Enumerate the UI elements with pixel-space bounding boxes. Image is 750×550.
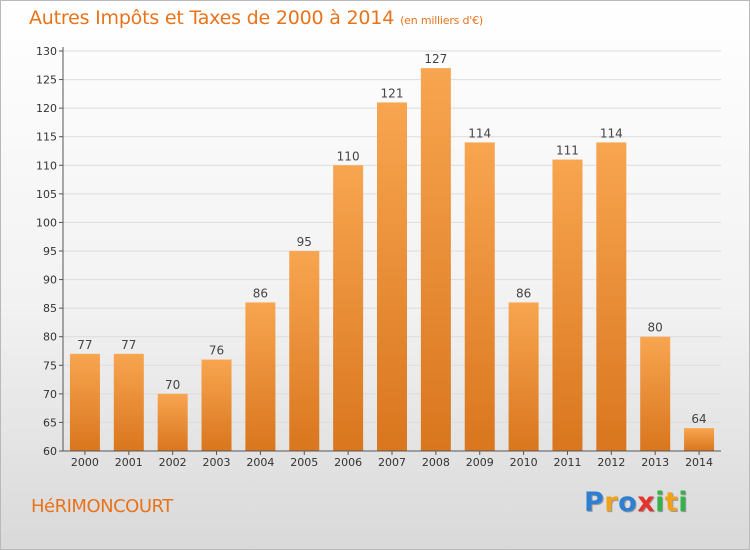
- data-label: 77: [77, 338, 92, 352]
- logo-letter: P: [584, 487, 605, 518]
- bar: [157, 393, 188, 451]
- x-tick-label: 2014: [685, 456, 713, 469]
- y-tick-label: 110: [36, 159, 57, 172]
- bar-layer: 77 77 70 76 86 95 110 121 127 114 86 111 114 80 64: [69, 52, 715, 452]
- bar: [596, 142, 627, 451]
- y-tick-label: 65: [43, 416, 57, 429]
- logo-letter: x: [637, 487, 656, 518]
- x-tick-label: 2003: [203, 456, 231, 469]
- x-tick-label: 2013: [641, 456, 669, 469]
- logo-letter: o: [618, 487, 638, 518]
- data-label: 127: [424, 52, 447, 66]
- y-tick-label: 120: [36, 102, 57, 115]
- y-tick-label: 130: [36, 45, 57, 58]
- bar: [552, 159, 583, 452]
- y-tick-label: 100: [36, 216, 57, 229]
- bar: [69, 353, 100, 451]
- town-name: HéRIMONCOURT: [31, 496, 173, 517]
- y-tick-label: 115: [36, 131, 57, 144]
- x-tick-label: 2008: [422, 456, 450, 469]
- y-tick-label: 125: [36, 74, 57, 87]
- y-tick-label: 80: [43, 331, 57, 344]
- proxiti-logo: Proxiti: [584, 487, 688, 518]
- data-label: 86: [516, 286, 531, 300]
- y-tick-label: 105: [36, 188, 57, 201]
- bar: [420, 68, 451, 452]
- data-label: 86: [253, 286, 268, 300]
- x-tick-label: 2000: [71, 456, 99, 469]
- y-tick-label: 85: [43, 302, 57, 315]
- data-label: 77: [121, 338, 136, 352]
- y-tick-label: 75: [43, 359, 57, 372]
- y-tick-label: 95: [43, 245, 57, 258]
- data-label: 111: [556, 144, 579, 158]
- x-tick-label: 2009: [466, 456, 494, 469]
- data-label: 76: [209, 344, 224, 358]
- data-label: 110: [337, 149, 360, 163]
- unit-note: (en milliers d'€): [400, 14, 483, 27]
- data-label: 95: [297, 235, 312, 249]
- bar: [333, 165, 364, 452]
- y-tick-label: 70: [43, 388, 57, 401]
- data-label: 64: [691, 412, 706, 426]
- y-tick-label: 90: [43, 274, 57, 287]
- x-tick-label: 2007: [378, 456, 406, 469]
- y-tick-label: 60: [43, 445, 57, 458]
- bar: [289, 251, 320, 451]
- data-label: 80: [648, 321, 663, 335]
- bar: [113, 353, 144, 451]
- x-tick-label: 2002: [159, 456, 187, 469]
- bar: [640, 336, 671, 451]
- x-tick-label: 2011: [553, 456, 581, 469]
- chart-title: Autres Impôts et Taxes de 2000 à 2014 (en…: [29, 7, 483, 29]
- axis-layer: 60 65 70 75 80 85 90 95 100 105 110 115 120 125 130 200…: [36, 45, 721, 469]
- data-label: 114: [600, 126, 623, 140]
- data-label: 114: [468, 126, 491, 140]
- data-label: 70: [165, 378, 180, 392]
- logo-letter: r: [604, 487, 619, 518]
- x-tick-label: 2001: [115, 456, 143, 469]
- bar: [464, 142, 495, 451]
- logo-letter: t: [664, 487, 679, 518]
- logo-letter: i: [655, 487, 665, 518]
- bar: [377, 102, 407, 451]
- data-label: 121: [381, 86, 404, 100]
- bar: [508, 302, 539, 451]
- x-tick-label: 2005: [290, 456, 318, 469]
- x-tick-label: 2010: [510, 456, 538, 469]
- logo-letter: i: [678, 487, 689, 518]
- x-tick-label: 2012: [597, 456, 625, 469]
- title-text: Autres Impôts et Taxes de 2000 à 2014: [29, 7, 395, 29]
- x-tick-label: 2006: [334, 456, 362, 469]
- bar: [684, 428, 715, 451]
- x-tick-label: 2004: [246, 456, 274, 469]
- bar: [201, 359, 232, 451]
- bar: [245, 302, 276, 451]
